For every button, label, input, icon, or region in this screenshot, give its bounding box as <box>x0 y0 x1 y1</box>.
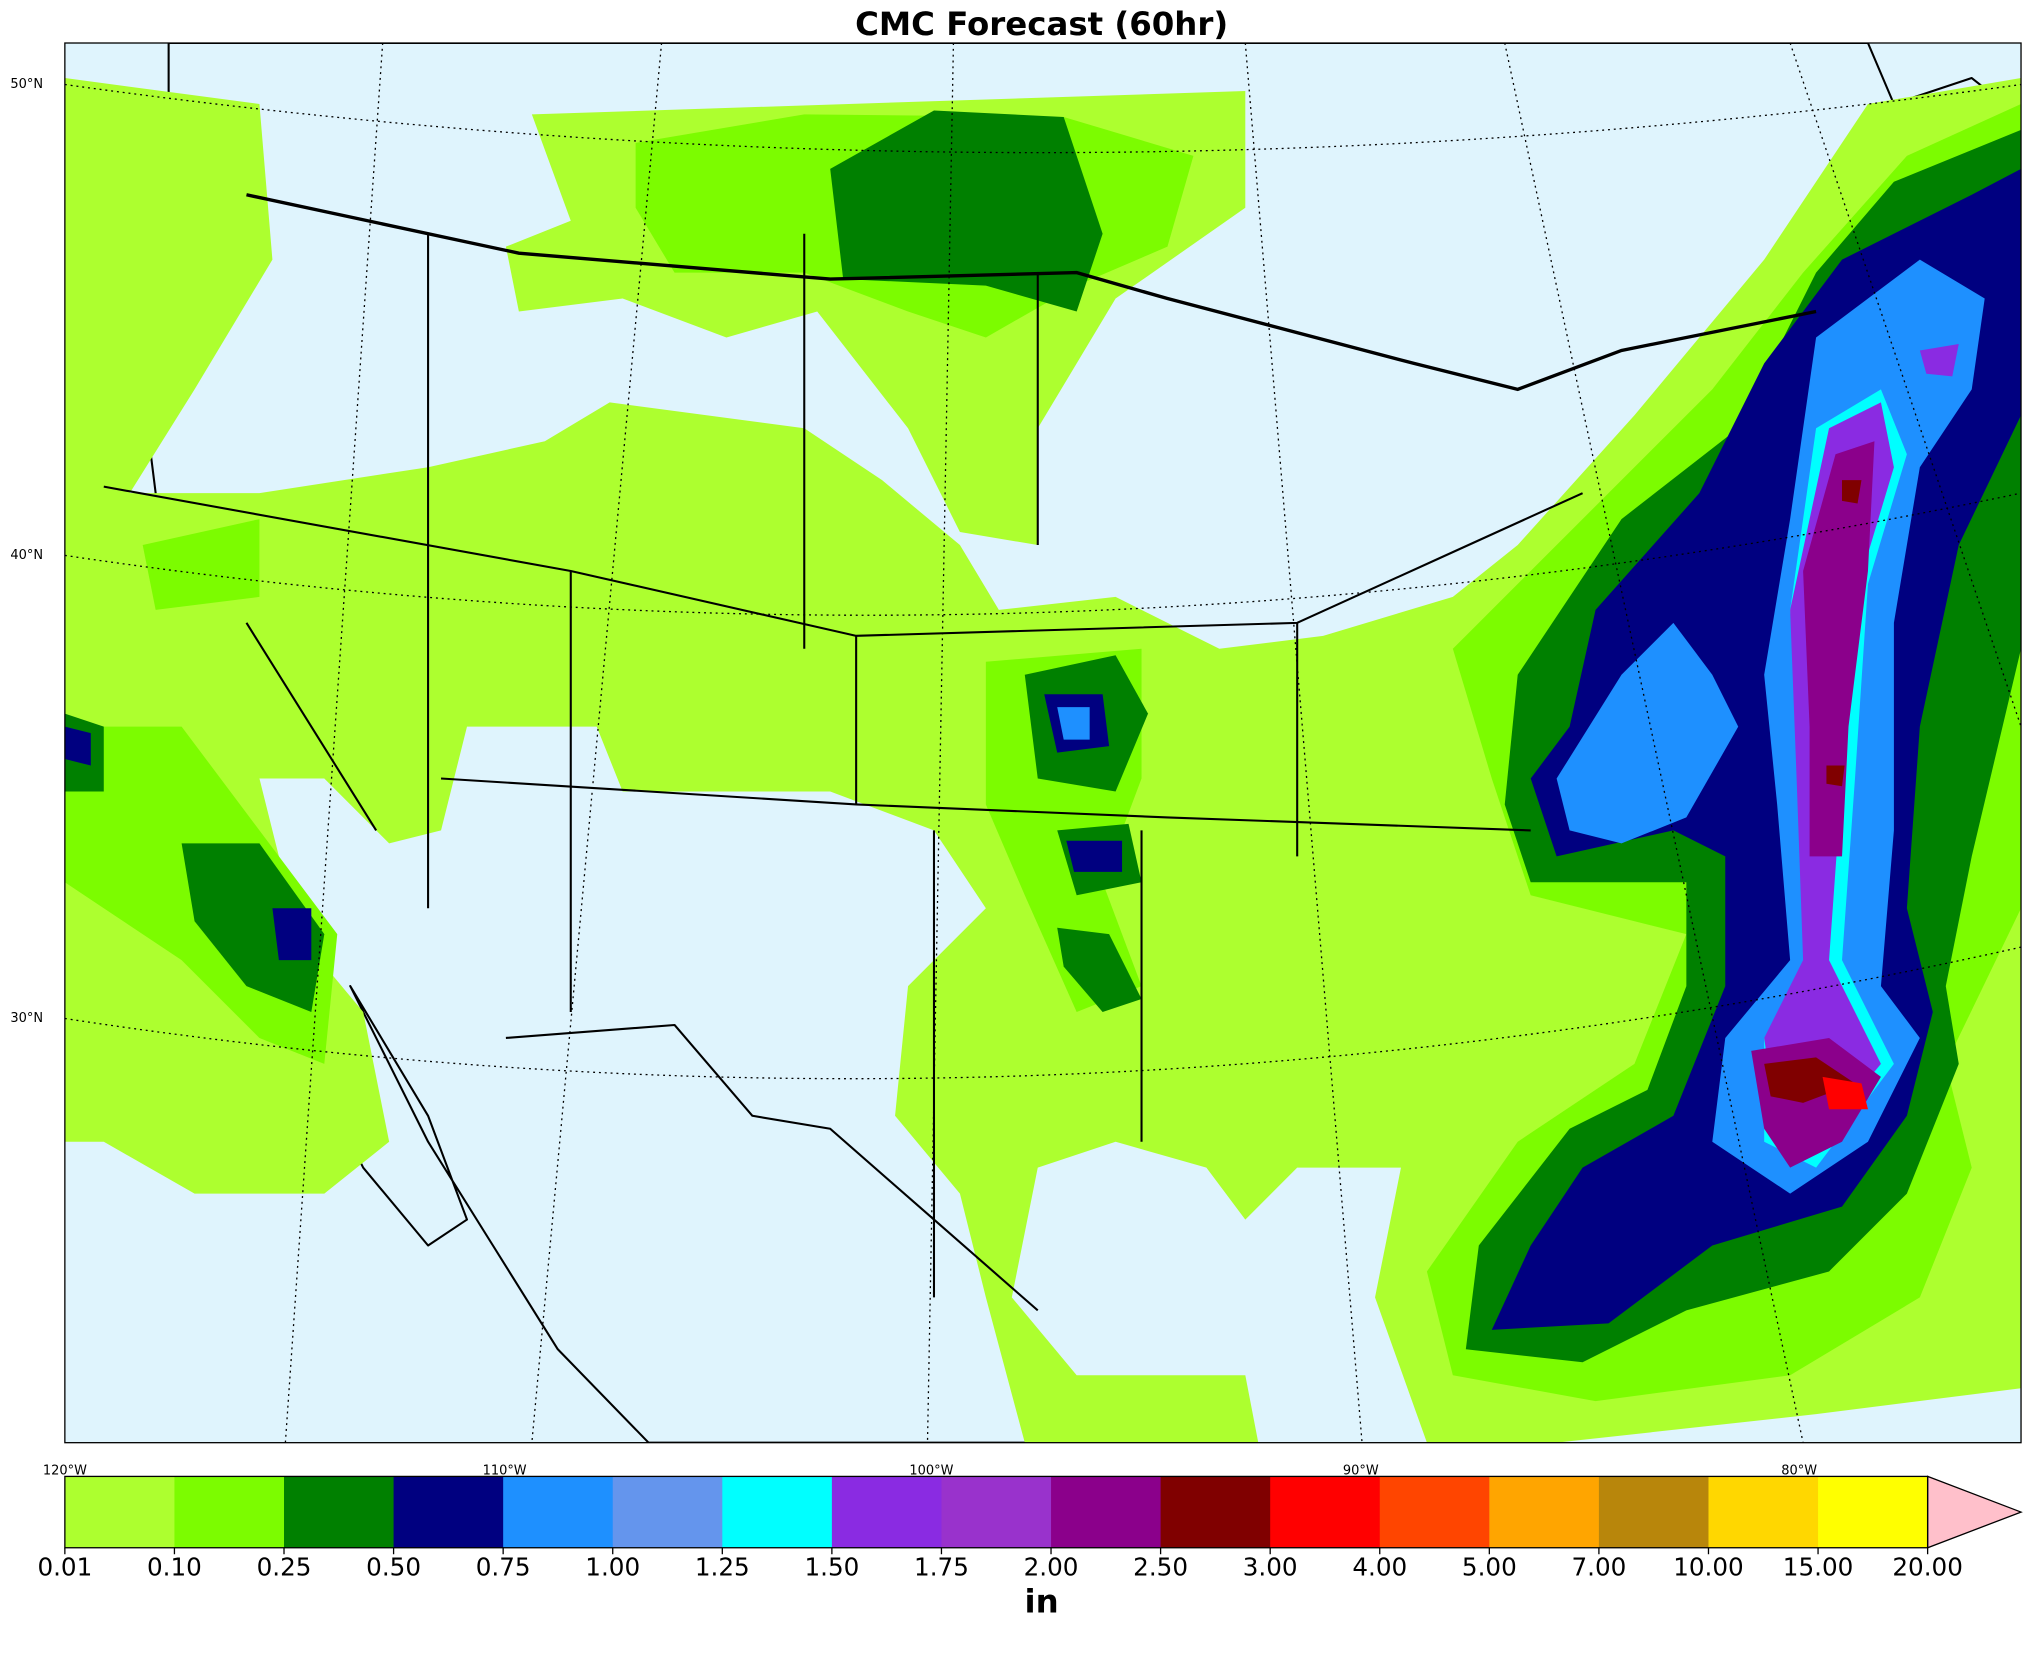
colorbar-tick-label: 0.75 <box>476 1553 531 1582</box>
colorbar-tick-label: 5.00 <box>1462 1553 1517 1582</box>
colorbar-segment <box>64 1476 176 1548</box>
colorbar-segment <box>284 1476 395 1548</box>
longitude-label: 100°W <box>909 1464 953 1479</box>
map-frame <box>64 42 2022 1444</box>
colorbar-extend <box>1926 1475 2023 1549</box>
colorbar-segment <box>174 1476 285 1548</box>
longitude-label: 90°W <box>1343 1464 1379 1479</box>
colorbar-tick-label: 2.00 <box>1024 1553 1079 1582</box>
colorbar-unit: in <box>1025 1583 1059 1621</box>
colorbar-segment <box>1270 1476 1381 1548</box>
graticule <box>64 43 2022 1443</box>
colorbar-tick-label: 20.00 <box>1892 1553 1963 1582</box>
latitude-label: 50°N <box>10 77 43 92</box>
colorbar-tick-label: 3.00 <box>1243 1553 1298 1582</box>
precip-peak <box>1764 480 1868 1110</box>
colorbar-tick-label: 4.00 <box>1352 1553 1407 1582</box>
axis-labels: 50°N 40°N 30°N 120°W 110°W 100°W 90°W 80°W <box>10 77 1817 1479</box>
canada-border <box>246 193 1817 392</box>
colorbar-segment <box>503 1476 614 1548</box>
colorbar-tick-label: 7.00 <box>1571 1553 1626 1582</box>
colorbar-segment <box>1489 1476 1600 1548</box>
colorbar-tick-label: 2.50 <box>1133 1553 1188 1582</box>
longitude-label: 120°W <box>43 1464 87 1479</box>
map <box>64 43 2022 1443</box>
colorbar-tick-label: 1.00 <box>585 1553 640 1582</box>
longitude-label: 80°W <box>1781 1464 1817 1479</box>
map-title: CMC Forecast (60hr) <box>855 5 1228 43</box>
colorbar-segment <box>1051 1476 1162 1548</box>
colorbar-segment <box>722 1476 833 1548</box>
colorbar-tick-label: 1.50 <box>804 1553 859 1582</box>
colorbar-segment <box>1818 1476 1929 1548</box>
colorbar-segment <box>1160 1476 1271 1548</box>
colorbar-tick-label: 1.75 <box>914 1553 969 1582</box>
colorbar-tick-label: 0.25 <box>257 1553 312 1582</box>
latitude-label: 30°N <box>10 1011 43 1026</box>
colorbar-tick-label: 15.00 <box>1783 1553 1854 1582</box>
colorbar-tick-label: 0.10 <box>147 1553 202 1582</box>
longitude-label: 110°W <box>483 1464 527 1479</box>
colorbar-segment <box>941 1476 1052 1548</box>
colorbar-segment <box>1708 1476 1819 1548</box>
colorbar-segment <box>831 1476 943 1548</box>
colorbar-tick-label: 0.01 <box>37 1553 92 1582</box>
colorbar-tick-label: 10.00 <box>1673 1553 1744 1582</box>
latitude-label: 40°N <box>10 548 43 563</box>
colorbar-segment <box>612 1476 723 1548</box>
colorbar-tick-label: 0.50 <box>366 1553 421 1582</box>
colorbar-frame <box>64 1475 1929 1549</box>
colorbar-segment <box>1379 1476 1490 1548</box>
colorbar-segment <box>393 1476 504 1548</box>
state-borders <box>103 233 1584 1312</box>
colorbar-segment <box>1598 1476 1710 1548</box>
colorbar: 0.01 0.10 0.25 0.50 0.75 1.00 1.25 1.50 1.75 2.00… <box>37 1475 2023 1621</box>
colorbar-tick-label: 1.25 <box>695 1553 750 1582</box>
